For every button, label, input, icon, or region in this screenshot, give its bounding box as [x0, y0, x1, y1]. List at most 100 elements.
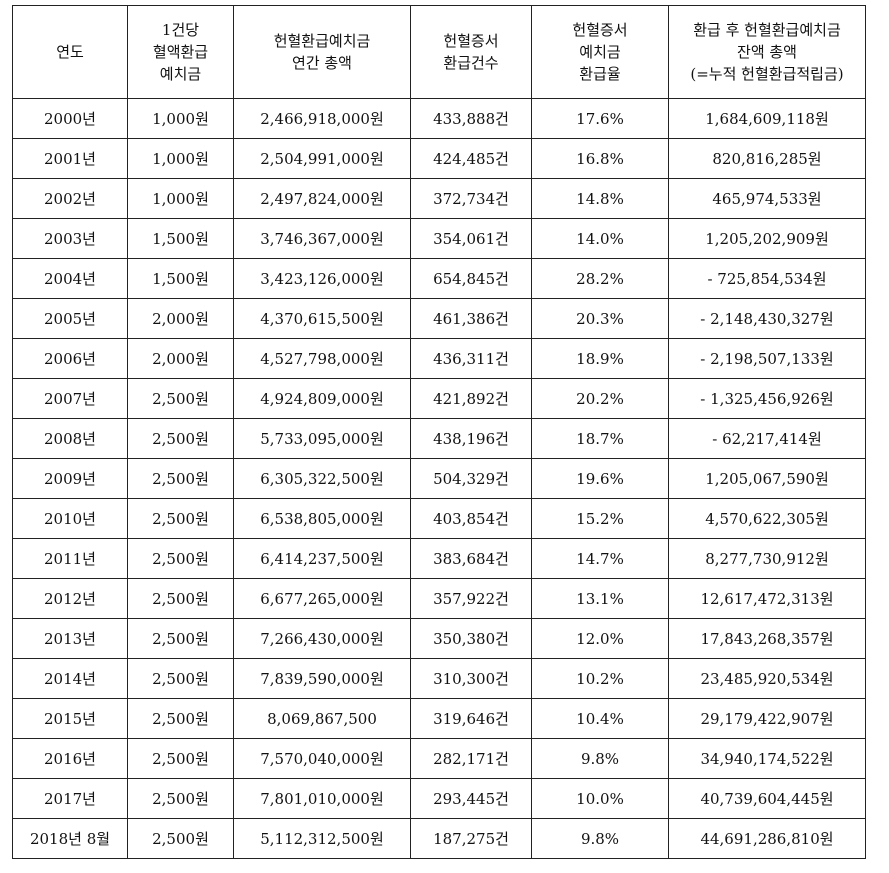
balance-amount: 12,617,472,313원: [700, 590, 834, 608]
cell-balance-total: 4,570,622,305원: [668, 498, 866, 539]
cell-refund-rate: 9.8%: [531, 818, 669, 859]
table-row: 2017년 2,500원 7,801,010,000원 293,445건 10.0% 40…: [12, 778, 866, 819]
cell-refund-rate: 18.9%: [531, 338, 669, 379]
cell-refund-per-case: 2,500원: [127, 458, 234, 499]
cell-year: 2001년: [12, 138, 128, 179]
cell-year: 2016년: [12, 738, 128, 779]
cell-refund-per-case: 2,500원: [127, 498, 234, 539]
cell-refund-per-case: 1,000원: [127, 138, 234, 179]
cell-annual-total: 7,266,430,000원: [233, 618, 411, 659]
cell-year: 2004년: [12, 258, 128, 299]
cell-refund-per-case: 2,500원: [127, 578, 234, 619]
table-row: 2002년 1,000원 2,497,824,000원 372,734건 14.8% 46…: [12, 178, 866, 219]
cell-balance-total: 34,940,174,522원: [668, 738, 866, 779]
cell-annual-total: 7,801,010,000원: [233, 778, 411, 819]
balance-amount: 34,940,174,522원: [700, 750, 834, 768]
cell-balance-total: 23,485,920,534원: [668, 658, 866, 699]
balance-amount: - 62,217,414원: [712, 430, 822, 448]
cell-refund-count: 383,684건: [410, 538, 532, 579]
cell-refund-rate: 28.2%: [531, 258, 669, 299]
cell-annual-total: 4,370,615,500원: [233, 298, 411, 339]
cell-refund-count: 357,922건: [410, 578, 532, 619]
cell-refund-rate: 10.2%: [531, 658, 669, 699]
cell-refund-count: 433,888건: [410, 98, 532, 139]
cell-refund-per-case: 1,000원: [127, 178, 234, 219]
cell-year: 2005년: [12, 298, 128, 339]
cell-refund-count: 319,646건: [410, 698, 532, 739]
cell-refund-rate: 9.8%: [531, 738, 669, 779]
cell-refund-count: 350,380건: [410, 618, 532, 659]
header-refund-count: 헌혈증서 환급건수: [410, 5, 532, 99]
cell-refund-rate: 19.6%: [531, 458, 669, 499]
balance-amount: - 1,325,456,926원: [700, 390, 834, 408]
cell-balance-total: - 1,325,456,926원: [668, 378, 866, 419]
header-year: 연도: [12, 5, 128, 99]
cell-annual-total: 6,677,265,000원: [233, 578, 411, 619]
cell-balance-total: 29,179,422,907원: [668, 698, 866, 739]
header-annual-total: 헌혈환급예치금 연간 총액: [233, 5, 411, 99]
cell-annual-total: 3,423,126,000원: [233, 258, 411, 299]
cell-annual-total: 4,924,809,000원: [233, 378, 411, 419]
balance-amount: - 725,854,534원: [707, 270, 827, 288]
cell-refund-rate: 13.1%: [531, 578, 669, 619]
cell-refund-count: 461,386건: [410, 298, 532, 339]
cell-refund-per-case: 1,500원: [127, 218, 234, 259]
cell-refund-rate: 12.0%: [531, 618, 669, 659]
cell-balance-total: - 2,198,507,133원: [668, 338, 866, 379]
cell-year: 2018년 8월: [12, 818, 128, 859]
header-refund-per-case: 1건당 혈액환급 예치금: [127, 5, 234, 99]
cell-year: 2010년: [12, 498, 128, 539]
cell-refund-count: 403,854건: [410, 498, 532, 539]
cell-year: 2009년: [12, 458, 128, 499]
cell-balance-total: 1,205,202,909원: [668, 218, 866, 259]
cell-refund-per-case: 2,500원: [127, 738, 234, 779]
header-refund-rate: 헌혈증서 예치금 환급율: [531, 5, 669, 99]
blood-donation-refund-table: 연도 1건당 혈액환급 예치금 헌혈환급예치금 연간 총액 헌혈증서 환급건수 …: [12, 5, 866, 859]
table-row: 2003년 1,500원 3,746,367,000원 354,061건 14.0% 1,…: [12, 218, 866, 259]
cell-balance-total: 820,816,285원: [668, 138, 866, 179]
cell-year: 2017년: [12, 778, 128, 819]
balance-amount: 4,570,622,305원: [705, 510, 829, 528]
cell-year: 2003년: [12, 218, 128, 259]
cell-annual-total: 5,112,312,500원: [233, 818, 411, 859]
balance-amount: 1,205,202,909원: [705, 230, 829, 248]
cell-balance-total: - 725,854,534원: [668, 258, 866, 299]
cell-refund-per-case: 2,000원: [127, 338, 234, 379]
cell-refund-count: 438,196건: [410, 418, 532, 459]
header-row: 연도 1건당 혈액환급 예치금 헌혈환급예치금 연간 총액 헌혈증서 환급건수 …: [12, 5, 866, 99]
cell-refund-per-case: 2,500원: [127, 778, 234, 819]
table-row: 2004년 1,500원 3,423,126,000원 654,845건 28.2% - …: [12, 258, 866, 299]
cell-refund-count: 293,445건: [410, 778, 532, 819]
table-body: 2000년 1,000원 2,466,918,000원 433,888건 17.6% 1,…: [12, 98, 866, 859]
cell-refund-rate: 15.2%: [531, 498, 669, 539]
balance-amount: 465,974,533원: [712, 190, 822, 208]
cell-refund-rate: 14.7%: [531, 538, 669, 579]
cell-refund-per-case: 2,500원: [127, 698, 234, 739]
cell-refund-count: 187,275건: [410, 818, 532, 859]
cell-balance-total: - 2,148,430,327원: [668, 298, 866, 339]
balance-amount: 1,684,609,118원: [705, 110, 829, 128]
cell-year: 2014년: [12, 658, 128, 699]
balance-amount: - 2,198,507,133원: [700, 350, 834, 368]
balance-amount: - 2,148,430,327원: [700, 310, 834, 328]
cell-annual-total: 5,733,095,000원: [233, 418, 411, 459]
balance-amount: 23,485,920,534원: [700, 670, 834, 688]
cell-refund-per-case: 1,000원: [127, 98, 234, 139]
cell-refund-count: 282,171건: [410, 738, 532, 779]
table-row: 2006년 2,000원 4,527,798,000원 436,311건 18.9% - …: [12, 338, 866, 379]
cell-refund-per-case: 2,500원: [127, 378, 234, 419]
cell-year: 2008년: [12, 418, 128, 459]
cell-balance-total: 8,277,730,912원: [668, 538, 866, 579]
cell-annual-total: 2,497,824,000원: [233, 178, 411, 219]
cell-refund-count: 354,061건: [410, 218, 532, 259]
cell-refund-count: 654,845건: [410, 258, 532, 299]
table-row: 2012년 2,500원 6,677,265,000원 357,922건 13.1% 12…: [12, 578, 866, 619]
cell-annual-total: 6,414,237,500원: [233, 538, 411, 579]
cell-balance-total: - 62,217,414원: [668, 418, 866, 459]
cell-refund-rate: 17.6%: [531, 98, 669, 139]
table-row: 2005년 2,000원 4,370,615,500원 461,386건 20.3% - …: [12, 298, 866, 339]
table-row: 2018년 8월 2,500원 5,112,312,500원 187,275건 9.8%…: [12, 818, 866, 859]
cell-refund-per-case: 2,500원: [127, 618, 234, 659]
table-row: 2010년 2,500원 6,538,805,000원 403,854건 15.2% 4,…: [12, 498, 866, 539]
cell-refund-rate: 10.0%: [531, 778, 669, 819]
